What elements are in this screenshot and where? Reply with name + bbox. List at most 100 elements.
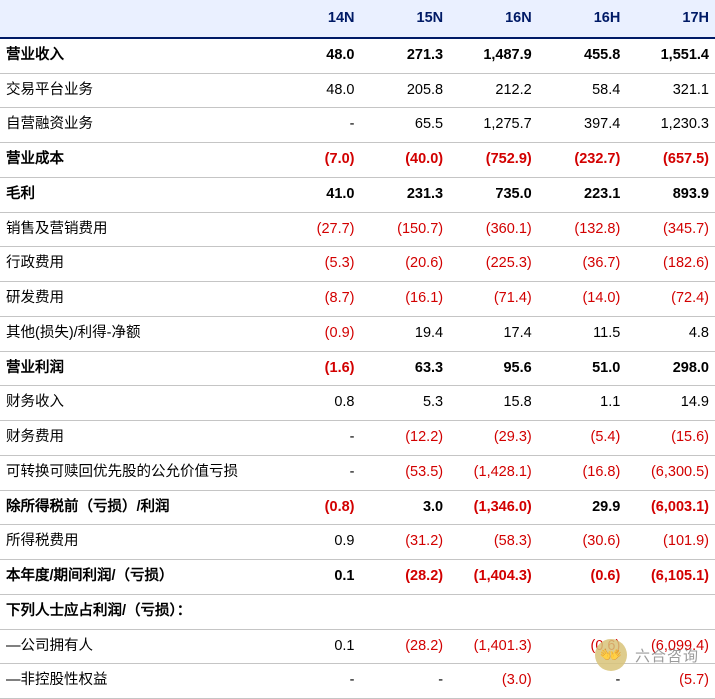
cell-value: 223.1 bbox=[538, 177, 627, 212]
table-row: 营业收入48.0271.31,487.9455.81,551.4 bbox=[0, 38, 715, 73]
cell-value: (7.0) bbox=[272, 143, 361, 178]
row-label: 所得税费用 bbox=[0, 525, 272, 560]
table-row: 销售及营销费用(27.7)(150.7)(360.1)(132.8)(345.7… bbox=[0, 212, 715, 247]
cell-value: (40.0) bbox=[361, 143, 450, 178]
row-label: 营业成本 bbox=[0, 143, 272, 178]
table-row: 研发费用(8.7)(16.1)(71.4)(14.0)(72.4) bbox=[0, 282, 715, 317]
cell-value: (150.7) bbox=[361, 212, 450, 247]
row-label: 下列人士应占利润/（亏损）： bbox=[0, 594, 272, 629]
cell-value: (28.2) bbox=[361, 560, 450, 595]
cell-value: (1,404.3) bbox=[449, 560, 538, 595]
cell-value: 397.4 bbox=[538, 108, 627, 143]
header-col: 16N bbox=[449, 0, 538, 38]
cell-value: - bbox=[272, 421, 361, 456]
row-label: 营业收入 bbox=[0, 38, 272, 73]
watermark-text: 六合咨询 bbox=[635, 645, 699, 666]
cell-value: 1,230.3 bbox=[626, 108, 715, 143]
row-label: 其他(损失)/利得-净额 bbox=[0, 316, 272, 351]
cell-value: (27.7) bbox=[272, 212, 361, 247]
row-label: 营业利润 bbox=[0, 351, 272, 386]
cell-value: (12.2) bbox=[361, 421, 450, 456]
cell-value: - bbox=[272, 664, 361, 699]
watermark: 👐 六合咨询 bbox=[595, 639, 699, 671]
cell-value: (657.5) bbox=[626, 143, 715, 178]
row-label: 交易平台业务 bbox=[0, 73, 272, 108]
cell-value: (0.6) bbox=[538, 560, 627, 595]
table-row: 下列人士应占利润/（亏损）： bbox=[0, 594, 715, 629]
cell-value: - bbox=[361, 664, 450, 699]
table-body: 营业收入48.0271.31,487.9455.81,551.4交易平台业务48… bbox=[0, 38, 715, 699]
table-row: 毛利41.0231.3735.0223.1893.9 bbox=[0, 177, 715, 212]
cell-value bbox=[626, 594, 715, 629]
cell-value: (14.0) bbox=[538, 282, 627, 317]
watermark-icon: 👐 bbox=[595, 639, 627, 671]
cell-value: - bbox=[272, 455, 361, 490]
cell-value bbox=[538, 594, 627, 629]
cell-value: 48.0 bbox=[272, 73, 361, 108]
row-label: 财务收入 bbox=[0, 386, 272, 421]
cell-value: (31.2) bbox=[361, 525, 450, 560]
cell-value: 1.1 bbox=[538, 386, 627, 421]
cell-value: (5.3) bbox=[272, 247, 361, 282]
header-row: 14N15N16N16H17H bbox=[0, 0, 715, 38]
cell-value: 1,551.4 bbox=[626, 38, 715, 73]
row-label: 销售及营销费用 bbox=[0, 212, 272, 247]
cell-value: (16.1) bbox=[361, 282, 450, 317]
cell-value: (8.7) bbox=[272, 282, 361, 317]
cell-value: (53.5) bbox=[361, 455, 450, 490]
cell-value: (6,003.1) bbox=[626, 490, 715, 525]
cell-value: 11.5 bbox=[538, 316, 627, 351]
row-label: 除所得税前（亏损）/利润 bbox=[0, 490, 272, 525]
row-label: 研发费用 bbox=[0, 282, 272, 317]
cell-value: 0.1 bbox=[272, 560, 361, 595]
cell-value: 4.8 bbox=[626, 316, 715, 351]
cell-value: (1,346.0) bbox=[449, 490, 538, 525]
cell-value: (71.4) bbox=[449, 282, 538, 317]
table-row: 可转换可赎回优先股的公允价值亏损-(53.5)(1,428.1)(16.8)(6… bbox=[0, 455, 715, 490]
table-row: 交易平台业务48.0205.8212.258.4321.1 bbox=[0, 73, 715, 108]
cell-value: (1,401.3) bbox=[449, 629, 538, 664]
cell-value: 0.9 bbox=[272, 525, 361, 560]
cell-value: 455.8 bbox=[538, 38, 627, 73]
cell-value: 735.0 bbox=[449, 177, 538, 212]
row-label: 行政费用 bbox=[0, 247, 272, 282]
row-label: 财务费用 bbox=[0, 421, 272, 456]
table-row: 所得税费用0.9(31.2)(58.3)(30.6)(101.9) bbox=[0, 525, 715, 560]
cell-value: (182.6) bbox=[626, 247, 715, 282]
cell-value: 1,275.7 bbox=[449, 108, 538, 143]
cell-value: 95.6 bbox=[449, 351, 538, 386]
cell-value bbox=[361, 594, 450, 629]
cell-value: 65.5 bbox=[361, 108, 450, 143]
cell-value: (30.6) bbox=[538, 525, 627, 560]
row-label: 可转换可赎回优先股的公允价值亏损 bbox=[0, 455, 272, 490]
row-label: —非控股性权益 bbox=[0, 664, 272, 699]
table-row: 行政费用(5.3)(20.6)(225.3)(36.7)(182.6) bbox=[0, 247, 715, 282]
header-label-col bbox=[0, 0, 272, 38]
cell-value: 321.1 bbox=[626, 73, 715, 108]
row-label: 本年度/期间利润/（亏损） bbox=[0, 560, 272, 595]
cell-value: (6,105.1) bbox=[626, 560, 715, 595]
cell-value: 48.0 bbox=[272, 38, 361, 73]
header-col: 15N bbox=[361, 0, 450, 38]
header-col: 16H bbox=[538, 0, 627, 38]
cell-value: (5.4) bbox=[538, 421, 627, 456]
row-label: 自营融资业务 bbox=[0, 108, 272, 143]
cell-value: 15.8 bbox=[449, 386, 538, 421]
cell-value: 0.8 bbox=[272, 386, 361, 421]
cell-value: (16.8) bbox=[538, 455, 627, 490]
cell-value: (15.6) bbox=[626, 421, 715, 456]
header-col: 14N bbox=[272, 0, 361, 38]
cell-value: 19.4 bbox=[361, 316, 450, 351]
table-row: 自营融资业务-65.51,275.7397.41,230.3 bbox=[0, 108, 715, 143]
cell-value: (3.0) bbox=[449, 664, 538, 699]
table-row: 其他(损失)/利得-净额(0.9)19.417.411.54.8 bbox=[0, 316, 715, 351]
table-row: 财务收入0.85.315.81.114.9 bbox=[0, 386, 715, 421]
table-row: 营业利润(1.6)63.395.651.0298.0 bbox=[0, 351, 715, 386]
cell-value: 63.3 bbox=[361, 351, 450, 386]
row-label: —公司拥有人 bbox=[0, 629, 272, 664]
cell-value: 0.1 bbox=[272, 629, 361, 664]
cell-value: (101.9) bbox=[626, 525, 715, 560]
cell-value: (1,428.1) bbox=[449, 455, 538, 490]
table-row: 除所得税前（亏损）/利润(0.8)3.0(1,346.0)29.9(6,003.… bbox=[0, 490, 715, 525]
cell-value: (0.9) bbox=[272, 316, 361, 351]
